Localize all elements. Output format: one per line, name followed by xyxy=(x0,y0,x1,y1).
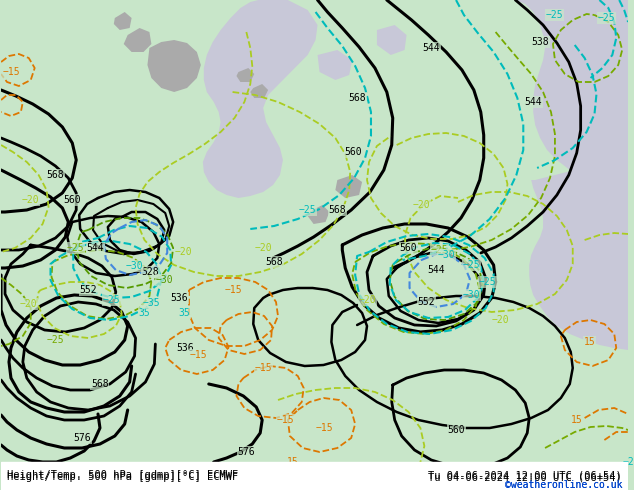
Text: −20: −20 xyxy=(22,195,39,205)
Text: 560: 560 xyxy=(63,195,81,205)
Polygon shape xyxy=(347,0,628,200)
Polygon shape xyxy=(236,68,254,82)
Text: −25: −25 xyxy=(430,245,448,255)
Text: −25: −25 xyxy=(47,335,64,345)
Text: −15: −15 xyxy=(224,285,242,295)
Text: 552: 552 xyxy=(418,297,435,307)
Text: 568: 568 xyxy=(91,379,109,389)
Text: −20: −20 xyxy=(492,315,509,325)
Text: −15: −15 xyxy=(254,363,272,373)
Text: −25: −25 xyxy=(598,13,615,23)
Text: Tu 04-06-2024 12:00 UTC (06+54): Tu 04-06-2024 12:00 UTC (06+54) xyxy=(429,472,622,482)
Text: 544: 544 xyxy=(86,243,104,253)
Text: 544: 544 xyxy=(524,97,542,107)
Text: 35: 35 xyxy=(139,308,150,318)
Text: 560: 560 xyxy=(400,243,417,253)
Polygon shape xyxy=(124,28,152,52)
Text: 552: 552 xyxy=(79,285,97,295)
Polygon shape xyxy=(377,25,406,55)
Text: ©weatheronline.co.uk: ©weatheronline.co.uk xyxy=(505,480,622,490)
Text: −15: −15 xyxy=(277,415,295,425)
Text: −25: −25 xyxy=(103,295,120,305)
Text: 35: 35 xyxy=(178,308,190,318)
Text: −30: −30 xyxy=(463,290,481,300)
Polygon shape xyxy=(307,205,330,224)
Text: 15: 15 xyxy=(571,415,583,425)
Text: −25: −25 xyxy=(299,205,316,215)
Polygon shape xyxy=(529,160,628,350)
Text: −30: −30 xyxy=(437,250,455,260)
Text: 544: 544 xyxy=(427,265,445,275)
Text: −25: −25 xyxy=(546,10,564,20)
Text: −25: −25 xyxy=(67,243,84,253)
Text: −25: −25 xyxy=(479,277,496,287)
Polygon shape xyxy=(318,50,352,80)
Text: 536: 536 xyxy=(171,293,188,303)
Text: 15: 15 xyxy=(287,457,299,467)
Polygon shape xyxy=(203,0,318,198)
Text: −35: −35 xyxy=(143,298,160,308)
Polygon shape xyxy=(148,40,201,92)
Text: 568: 568 xyxy=(348,93,366,103)
Text: −2: −2 xyxy=(622,457,634,467)
Text: 568: 568 xyxy=(328,205,346,215)
Text: −15: −15 xyxy=(2,67,20,77)
Text: −30: −30 xyxy=(126,261,143,271)
Polygon shape xyxy=(250,84,268,98)
Text: −30: −30 xyxy=(155,275,173,285)
Text: −20: −20 xyxy=(174,247,192,257)
Text: −20: −20 xyxy=(20,299,37,309)
Text: Height/Temp. 500 hPa [gdmp][°C] ECMWF: Height/Temp. 500 hPa [gdmp][°C] ECMWF xyxy=(7,472,238,482)
Text: 538: 538 xyxy=(531,37,549,47)
Polygon shape xyxy=(114,12,132,30)
Text: −25: −25 xyxy=(463,260,481,270)
Text: 560: 560 xyxy=(447,425,465,435)
Text: Height/Temp. 500 hPa [gdmp][°C] ECMWF: Height/Temp. 500 hPa [gdmp][°C] ECMWF xyxy=(7,470,238,480)
Text: Tu 04-06-2024 12:00 UTC (06+54): Tu 04-06-2024 12:00 UTC (06+54) xyxy=(429,470,622,480)
Bar xyxy=(1,462,628,490)
Text: 568: 568 xyxy=(47,170,64,180)
Text: −20: −20 xyxy=(358,295,376,305)
Text: 560: 560 xyxy=(344,147,362,157)
Text: −15: −15 xyxy=(316,423,333,433)
Text: 576: 576 xyxy=(74,433,91,443)
Text: ©weatheronline.co.uk: ©weatheronline.co.uk xyxy=(505,480,622,490)
Text: −20: −20 xyxy=(413,200,430,210)
Text: 568: 568 xyxy=(265,257,283,267)
Polygon shape xyxy=(335,175,362,198)
Text: −20: −20 xyxy=(254,243,272,253)
Text: 536: 536 xyxy=(176,343,194,353)
Text: 528: 528 xyxy=(141,267,159,277)
Text: 15: 15 xyxy=(584,337,595,347)
Text: 544: 544 xyxy=(422,43,440,53)
Text: 576: 576 xyxy=(238,447,255,457)
Text: −15: −15 xyxy=(190,350,208,360)
